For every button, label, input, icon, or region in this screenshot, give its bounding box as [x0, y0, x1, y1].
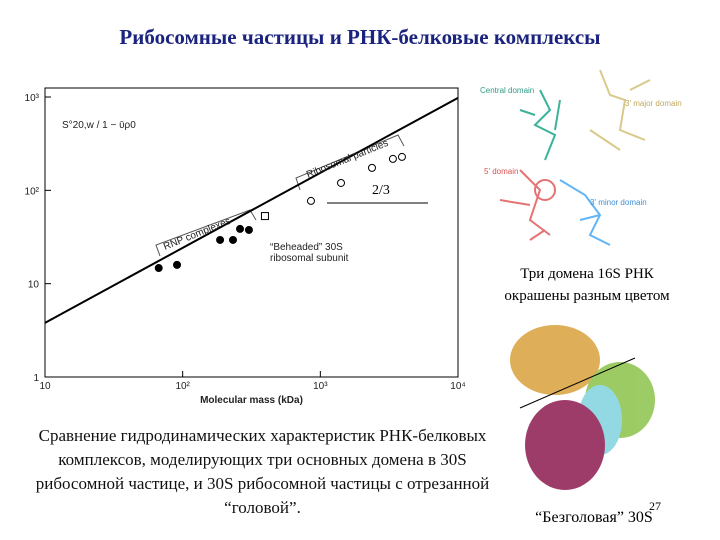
annotation: RNP complexes	[162, 216, 232, 253]
x-tick-label: 10	[39, 381, 51, 392]
bracket	[155, 209, 257, 257]
y-tick-label: 10²	[25, 186, 40, 197]
point	[154, 264, 163, 273]
point	[260, 212, 269, 221]
point	[173, 260, 182, 269]
slide-title: Рибосомные частицы и РНК-белковые компле…	[119, 25, 600, 49]
point	[236, 224, 245, 233]
point	[388, 154, 397, 163]
y-tick-label: 10³	[25, 93, 40, 104]
fit-line	[44, 96, 459, 324]
y-tick-label: 10	[28, 280, 40, 291]
annotation: 2/3	[372, 183, 390, 198]
point	[367, 163, 376, 172]
rna-structure	[499, 69, 651, 246]
domain-label: 3' major domain	[625, 99, 682, 108]
point	[228, 235, 237, 244]
domain-label: Central domain	[480, 86, 534, 95]
y-axis-label: S°20,w / 1 − ῡρ0	[62, 120, 136, 131]
caption: Три домена 16S РНК	[520, 266, 655, 282]
point	[306, 196, 315, 205]
caption: окрашены разным цветом	[504, 288, 670, 304]
annotation: Ribosomal particles	[305, 138, 390, 181]
y-tick-label: 1	[33, 373, 39, 384]
point	[216, 235, 225, 244]
point	[244, 225, 253, 234]
description: Сравнение гидродинамических характеристи…	[35, 426, 490, 517]
annotation: ribosomal subunit	[270, 253, 349, 264]
domain-label: 3' minor domain	[590, 198, 647, 207]
structure-3d	[510, 325, 655, 490]
x-tick-label: 10³	[313, 381, 328, 392]
page-number: 27	[649, 499, 661, 513]
point	[397, 152, 406, 161]
x-tick-label: 10⁴	[450, 381, 465, 392]
x-tick-label: 10²	[175, 381, 190, 392]
domain-label: 5' domain	[484, 167, 518, 176]
cut-line	[519, 357, 636, 409]
caption: “Безголовая” 30S	[535, 509, 653, 526]
annotation: “Beheaded” 30S	[270, 242, 343, 253]
x-axis-label: Molecular mass (kDa)	[200, 395, 303, 406]
point	[337, 178, 346, 187]
plot-frame	[44, 87, 459, 378]
